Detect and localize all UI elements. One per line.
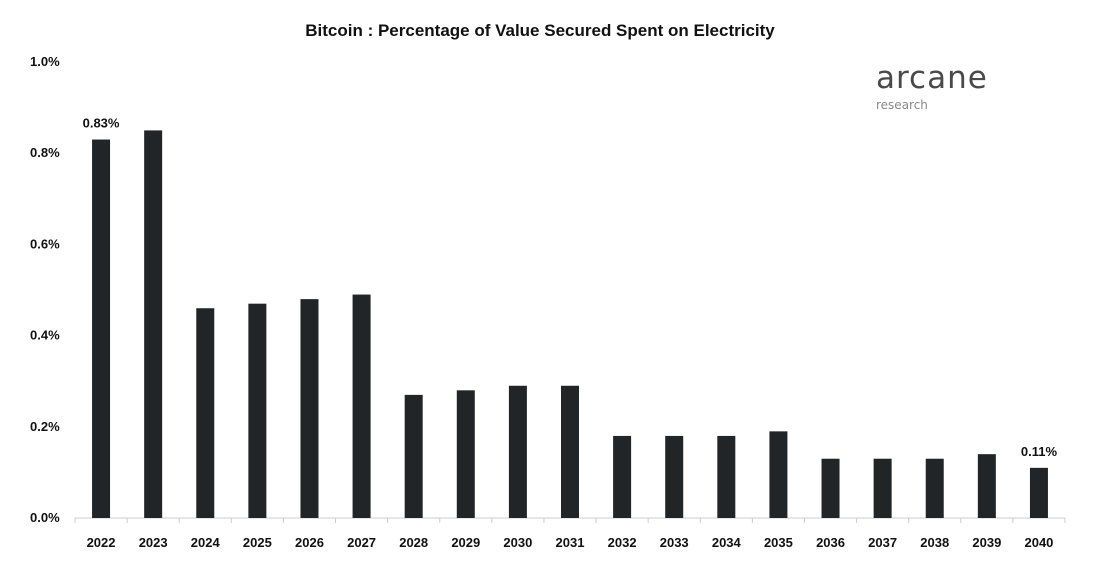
x-tick-label: 2022 [87,535,116,550]
x-tick-label: 2034 [712,535,742,550]
chart-title: Bitcoin : Percentage of Value Secured Sp… [305,21,775,40]
x-tick-label: 2029 [451,535,480,550]
bar-2028 [404,394,423,518]
bar-2040 [1029,467,1048,518]
x-tick-label: 2030 [503,535,532,550]
bar-2023 [144,130,163,518]
x-tick-label: 2032 [608,535,637,550]
x-tick-label: 2033 [660,535,689,550]
x-tick-label: 2027 [347,535,376,550]
bar-2030 [508,385,527,518]
y-tick-label: 0.0% [30,510,60,525]
x-tick-label: 2036 [816,535,845,550]
bar-2037 [873,458,892,518]
bar-2024 [196,308,215,518]
bar-2027 [352,294,371,518]
x-tick-label: 2023 [139,535,168,550]
x-tick-label: 2040 [1024,535,1053,550]
bar-2032 [613,435,632,518]
data-label: 0.83% [83,116,120,131]
y-tick-label: 0.4% [30,328,60,343]
arcane-research-logo: arcane research [876,60,988,112]
x-tick-label: 2031 [556,535,585,550]
y-tick-label: 0.8% [30,145,60,160]
logo-wordmark: arcane [876,60,988,96]
y-tick-label: 1.0% [30,54,60,69]
y-tick-label: 0.2% [30,419,60,434]
x-tick-label: 2026 [295,535,324,550]
bar-2034 [717,435,736,518]
y-tick-label: 0.6% [30,236,60,251]
bar-2038 [925,458,944,518]
x-tick-label: 2037 [868,535,897,550]
x-tick-label: 2028 [399,535,428,550]
bar-2033 [665,435,684,518]
x-tick-label: 2024 [191,535,221,550]
bar-2036 [821,458,840,518]
x-tick-label: 2035 [764,535,793,550]
x-tick-label: 2039 [972,535,1001,550]
bar-2025 [248,303,267,518]
x-tick-label: 2025 [243,535,272,550]
data-label: 0.11% [1021,444,1058,459]
bar-2022 [92,139,111,518]
bar-2031 [561,385,579,518]
bar-2026 [300,299,319,518]
bar-2039 [977,454,996,518]
x-tick-label: 2038 [920,535,949,550]
bar-2029 [456,390,475,518]
logo-tagline: research [876,98,928,112]
bar-2035 [769,431,788,518]
